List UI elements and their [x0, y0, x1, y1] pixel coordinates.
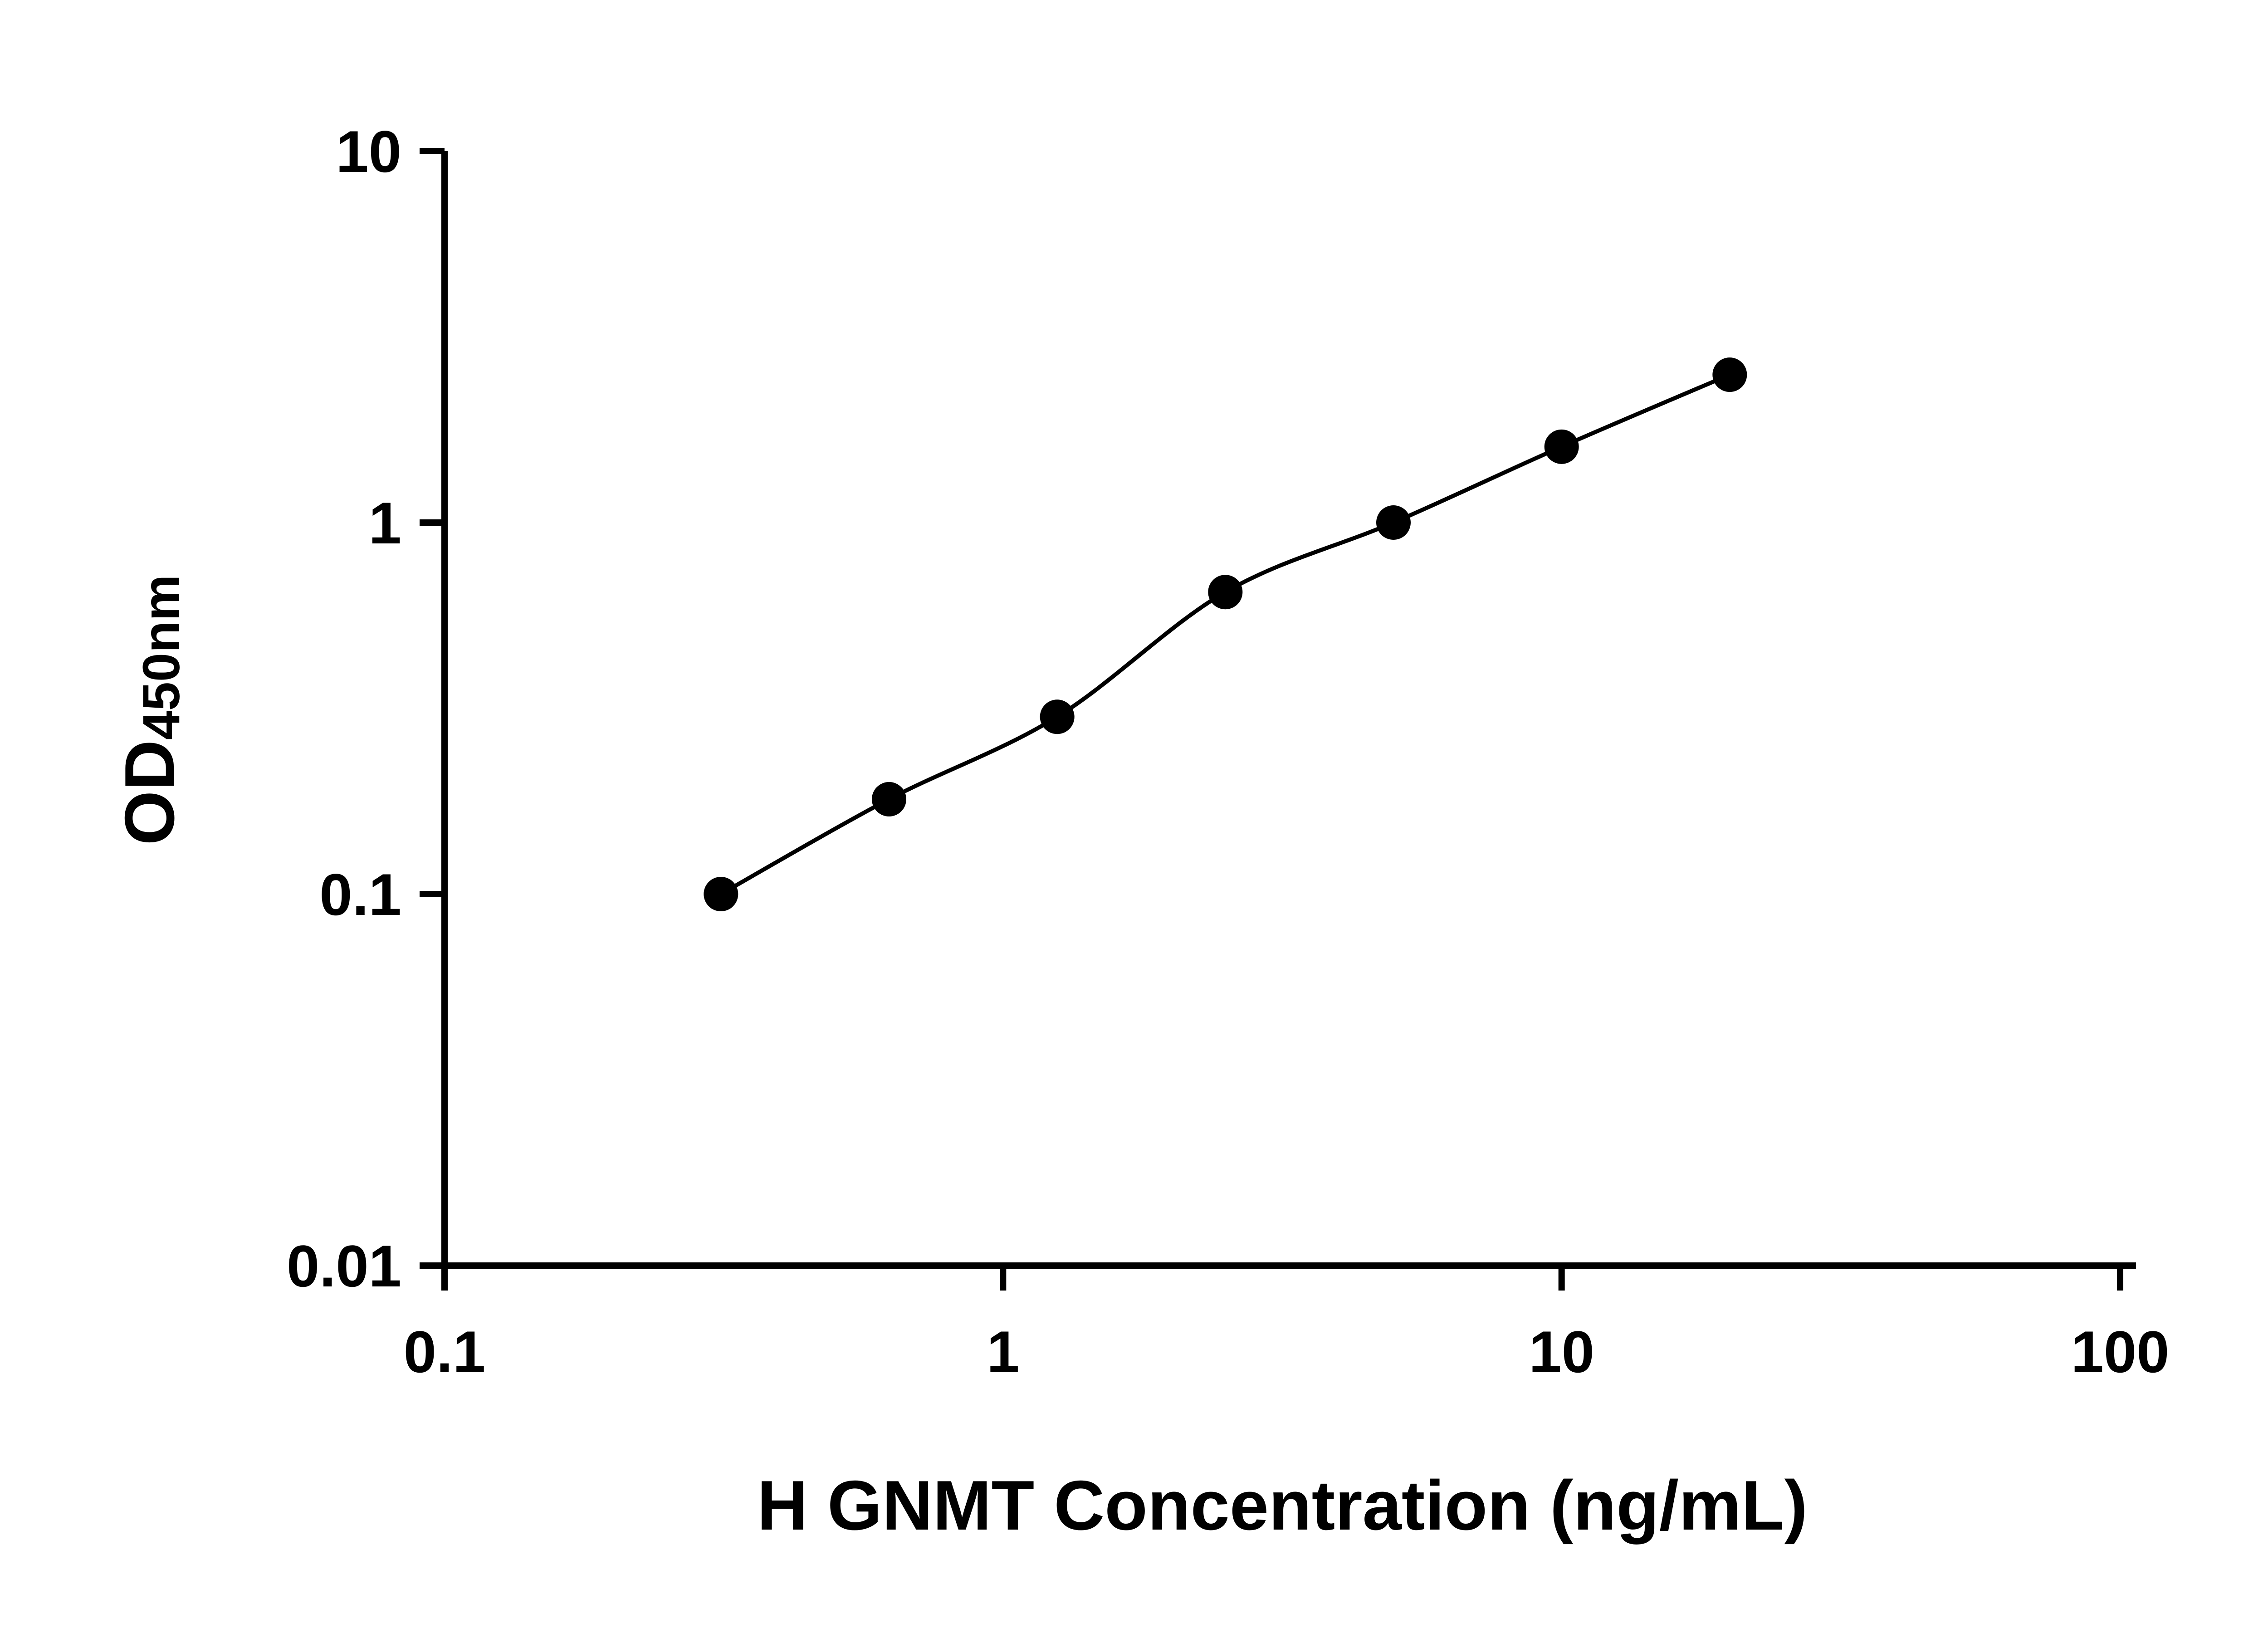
- fit-curve: [720, 372, 1731, 896]
- y-tick-label: 0.1: [319, 861, 401, 928]
- x-tick-label: 1: [987, 1319, 1019, 1385]
- data-point: [871, 782, 906, 816]
- data-point: [1712, 357, 1747, 392]
- x-tick-label: 10: [1529, 1319, 1594, 1385]
- y-axis-title-sub: 450nm: [132, 574, 191, 740]
- y-tick-label: 0.01: [287, 1233, 401, 1299]
- y-axis-title-main: OD: [110, 739, 189, 846]
- x-tick-label: 100: [2071, 1319, 2170, 1385]
- y-axis-title: OD450nm: [100, 347, 200, 1073]
- x-axis-title: H GNMT Concentration (ng/mL): [757, 1466, 1808, 1545]
- data-point: [1544, 429, 1579, 464]
- data-point: [1040, 699, 1075, 734]
- x-tick-label: 0.1: [404, 1319, 486, 1385]
- y-tick-label: 1: [369, 490, 401, 556]
- data-point: [1208, 575, 1243, 610]
- data-point: [704, 877, 738, 911]
- data-point: [1376, 505, 1411, 540]
- y-tick-label: 10: [336, 118, 401, 185]
